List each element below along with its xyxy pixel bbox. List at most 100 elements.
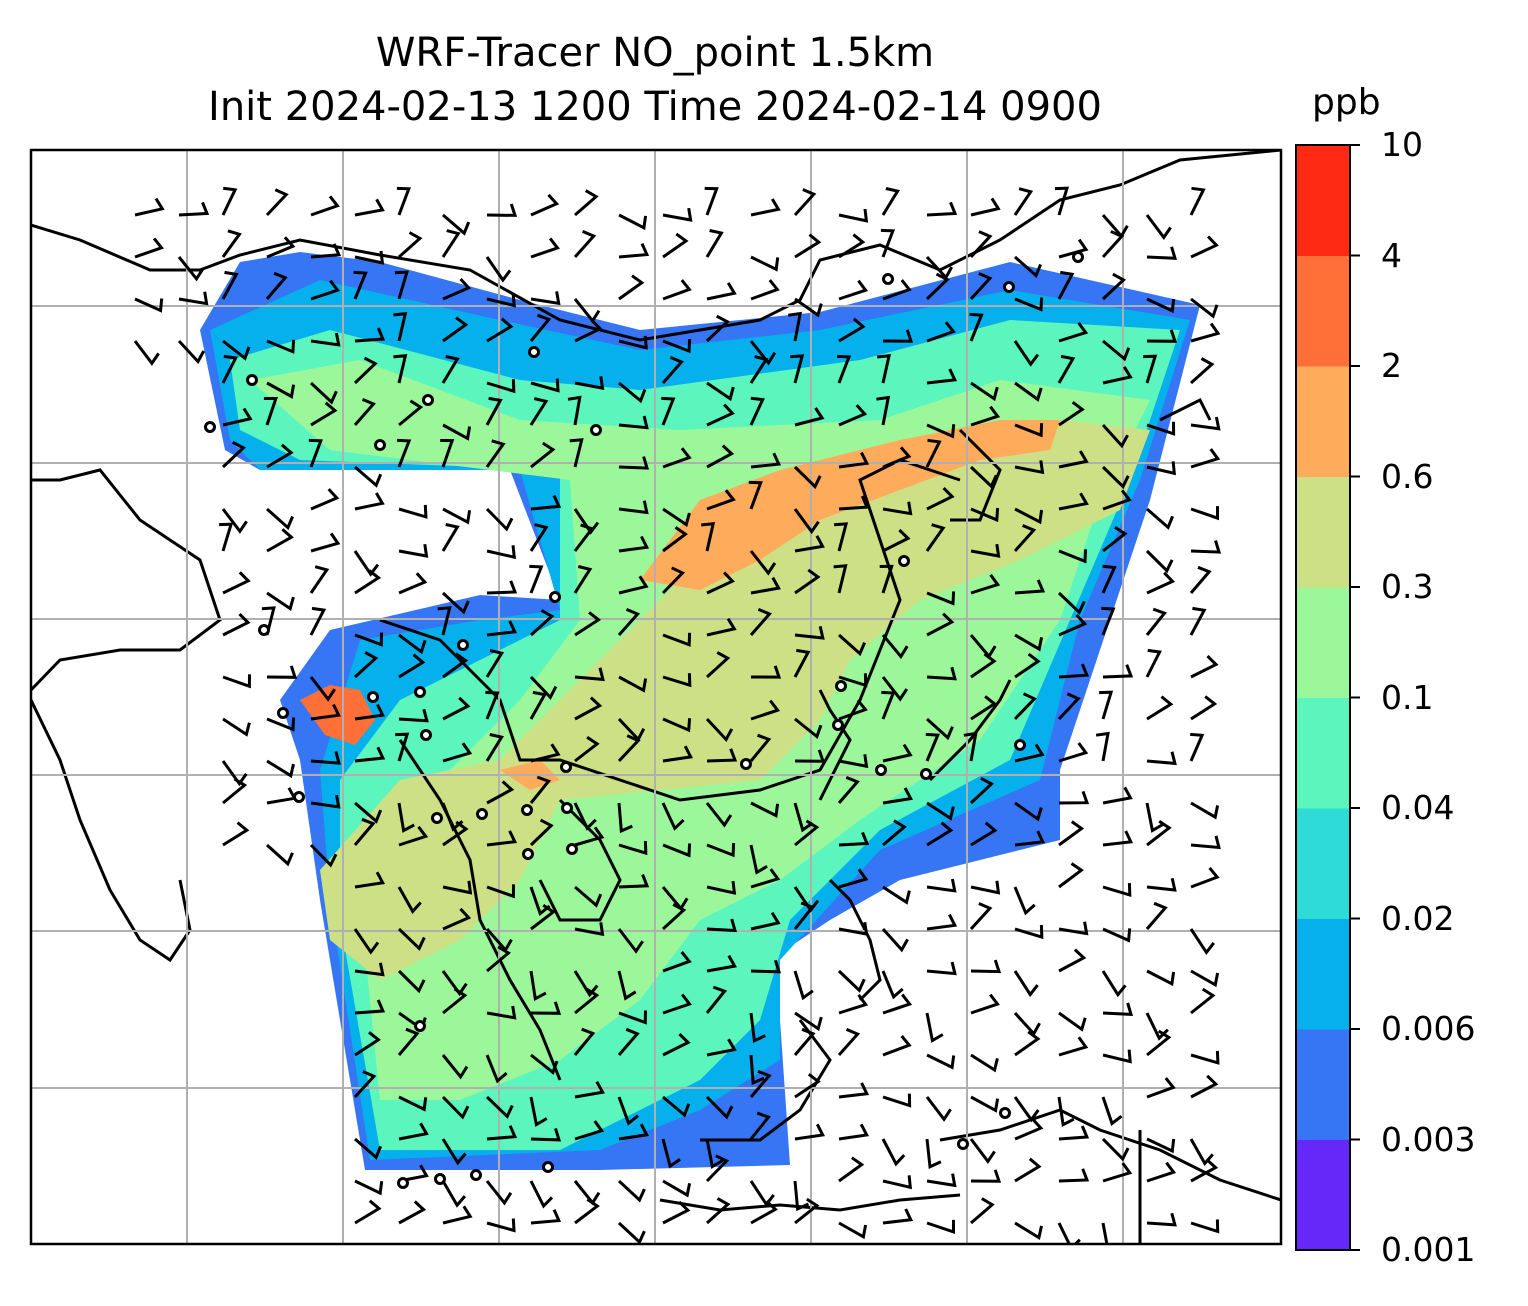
- wind-barb: [750, 452, 782, 469]
- wind-barb: [393, 311, 408, 342]
- station-marker: [875, 764, 887, 776]
- wind-barb: [794, 407, 825, 427]
- wind-barb: [838, 994, 869, 1015]
- wind-barb: [442, 277, 472, 301]
- wind-barb: [833, 522, 849, 552]
- wind-barb: [749, 1069, 772, 1098]
- wind-barb: [530, 1053, 559, 1075]
- wind-barb: [970, 543, 1001, 558]
- wind-barb: [1190, 506, 1219, 521]
- wind-barb: [486, 1218, 516, 1233]
- wind-barb: [266, 443, 294, 469]
- wind-barb: [1146, 969, 1176, 987]
- wind-barb: [486, 545, 517, 560]
- station-marker: [476, 808, 488, 820]
- wind-barb: [222, 674, 251, 689]
- wind-barb: [838, 208, 869, 223]
- station-marker: [528, 346, 540, 358]
- wind-barb: [617, 734, 641, 763]
- wind-barb: [1190, 835, 1221, 850]
- wind-barb: [441, 1054, 469, 1080]
- station-marker: [1072, 251, 1084, 263]
- wind-barb: [706, 403, 735, 427]
- wind-barb: [485, 1095, 514, 1119]
- wind-barb: [354, 801, 383, 824]
- wind-barb: [1014, 423, 1044, 438]
- wind-barb: [879, 564, 894, 594]
- wind-barb: [706, 880, 737, 895]
- wind-barb: [221, 186, 238, 216]
- wind-barb: [1058, 820, 1085, 847]
- wind-barb: [1058, 401, 1085, 427]
- wind-barb: [881, 927, 909, 953]
- wind-barb: [134, 197, 165, 217]
- wind-barb: [354, 1031, 381, 1057]
- colorbar: [1295, 144, 1360, 1251]
- wind-barb: [574, 736, 600, 763]
- wind-barb: [486, 1005, 517, 1020]
- wind-barb: [882, 1035, 912, 1057]
- wind-barb: [1190, 416, 1221, 431]
- wind-barb: [574, 319, 603, 343]
- wind-barb: [833, 564, 848, 594]
- wind-barb: [222, 339, 251, 361]
- wind-barb: [926, 1219, 955, 1234]
- wind-barb: [749, 733, 772, 762]
- wind-barb: [794, 717, 823, 739]
- wind-barb: [970, 197, 1001, 217]
- wind-barb: [398, 504, 428, 519]
- wind-barb: [354, 327, 386, 343]
- wind-barb: [1058, 238, 1089, 259]
- wind-barb: [1102, 1049, 1132, 1064]
- wind-barb: [221, 354, 238, 384]
- wind-barb: [1014, 633, 1044, 652]
- wind-barb: [396, 186, 411, 216]
- wind-barb: [529, 564, 544, 594]
- wind-barb: [1014, 925, 1044, 940]
- wind-barb: [442, 213, 471, 236]
- wind-barb: [310, 401, 338, 427]
- wind-barb: [398, 543, 429, 558]
- wind-barb: [926, 321, 956, 343]
- wind-barb: [1190, 866, 1220, 889]
- wind-barb: [442, 1205, 473, 1225]
- wind-barb: [398, 708, 429, 723]
- wind-barb: [1190, 1158, 1219, 1183]
- wind-barb: [441, 523, 460, 552]
- wind-barb: [838, 233, 866, 259]
- wind-barb: [573, 802, 597, 831]
- wind-barb: [1190, 1074, 1219, 1099]
- wind-barb: [793, 901, 815, 930]
- wind-barb: [266, 665, 298, 679]
- wind-barb: [309, 565, 330, 594]
- wind-barb: [1014, 652, 1041, 679]
- wind-barb: [969, 902, 993, 931]
- wind-barb: [1102, 525, 1128, 553]
- colorbar-segment: [1296, 697, 1350, 809]
- wind-barb: [353, 270, 368, 300]
- wind-barb: [1057, 1222, 1081, 1244]
- wind-barb: [529, 1180, 554, 1209]
- wind-barb: [970, 652, 997, 679]
- wind-barb: [1146, 820, 1172, 847]
- wind-barb: [662, 632, 692, 647]
- wind-barb: [354, 465, 383, 488]
- wind-barb: [838, 279, 869, 301]
- wind-barb: [265, 271, 288, 300]
- wind-barb: [354, 1137, 382, 1160]
- wind-barb: [882, 1093, 912, 1108]
- wind-barb: [1013, 886, 1036, 916]
- wind-barb: [398, 653, 426, 679]
- wind-barb: [881, 187, 900, 216]
- wind-barb: [618, 242, 650, 259]
- wind-barb: [309, 843, 338, 868]
- wind-barb: [706, 617, 737, 637]
- station-marker: [521, 804, 533, 816]
- wind-barb: [881, 634, 909, 660]
- wind-barb: [838, 921, 869, 936]
- wind-barb: [397, 802, 415, 833]
- wind-barbs: [133, 186, 1222, 1244]
- wind-barb: [882, 885, 911, 905]
- wind-barb: [1189, 606, 1207, 636]
- wind-barb: [662, 279, 692, 301]
